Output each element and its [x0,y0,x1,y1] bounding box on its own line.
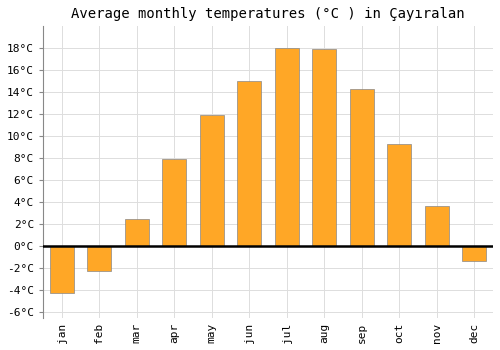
Bar [50,246,74,293]
Bar [87,246,112,271]
Bar [124,219,149,246]
Bar [162,160,186,246]
Bar [200,116,224,246]
Bar [312,49,336,246]
Title: Average monthly temperatures (°C ) in Çayıralan: Average monthly temperatures (°C ) in Ça… [71,7,465,21]
Bar [462,246,486,261]
Bar [424,206,449,246]
Bar [274,48,299,246]
Bar [350,89,374,246]
Bar [387,144,411,246]
Bar [237,81,262,246]
